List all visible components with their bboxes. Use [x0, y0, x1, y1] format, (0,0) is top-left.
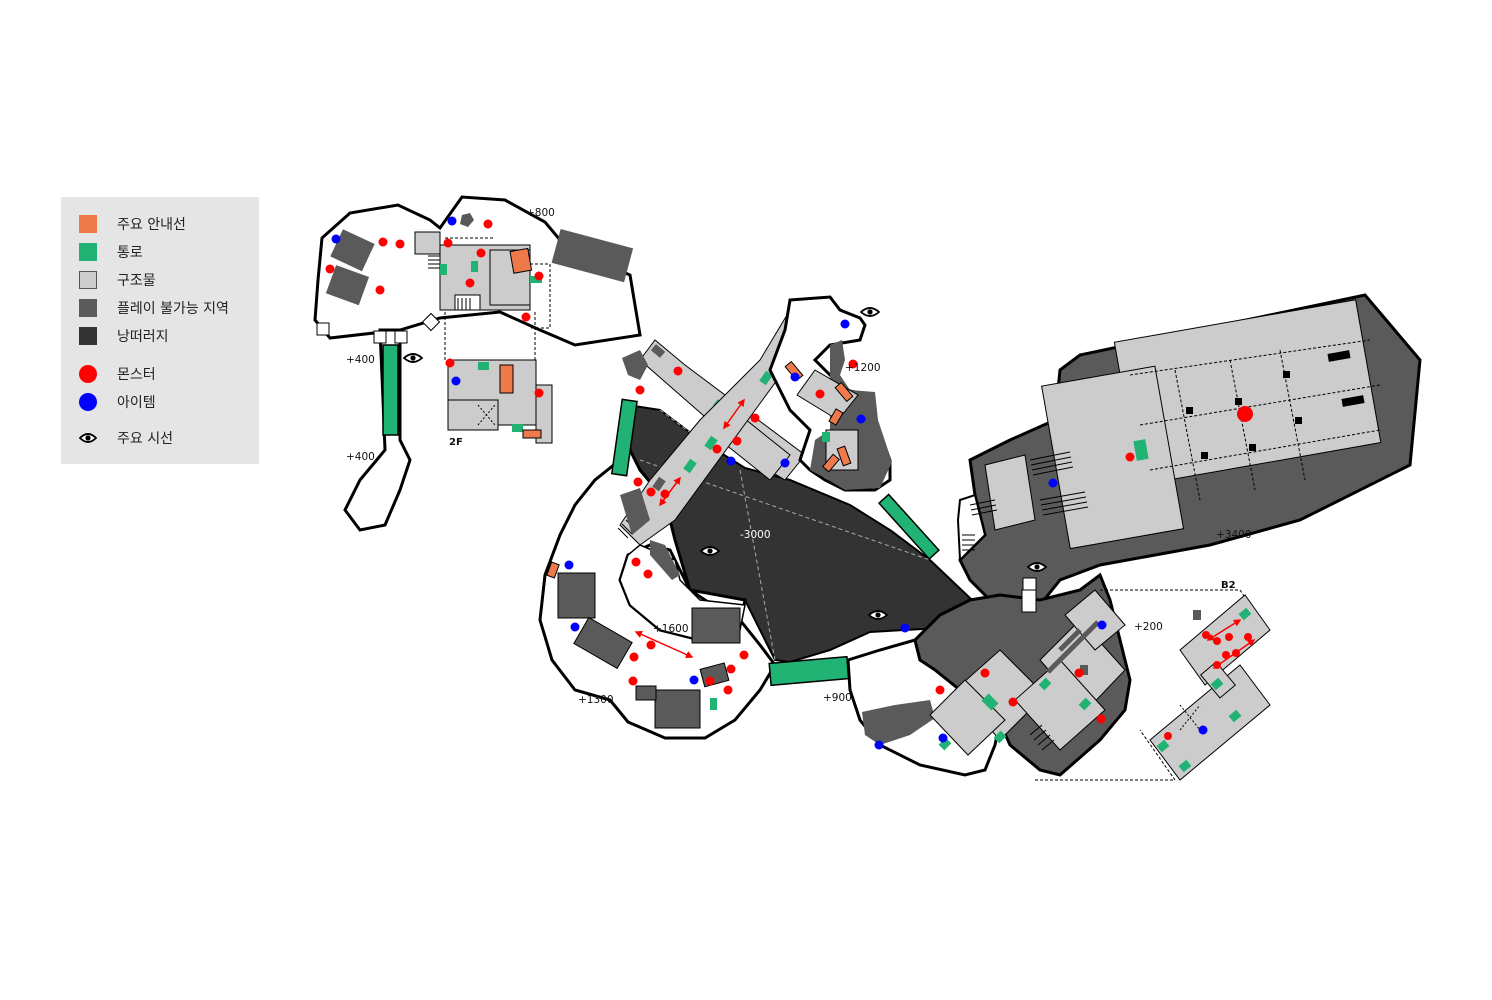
gate-pillar-4 [421, 312, 441, 332]
east-white-ledge [956, 493, 987, 563]
west-block-4 [654, 689, 701, 729]
guide-swatch-icon [79, 215, 97, 233]
west-passage-small [710, 698, 717, 710]
bridge-rock-3 [650, 540, 680, 580]
elevation-minus-3000: -3000 [740, 529, 771, 541]
eye-icon [403, 353, 423, 363]
west-block-3 [691, 607, 741, 644]
west-block-1 [557, 572, 596, 619]
eye-icon [79, 433, 97, 443]
monster-dot-icon [79, 365, 97, 383]
legend-label-sightline: 주요 시선 [117, 431, 173, 447]
legend-item-passage: 통로 [79, 241, 143, 263]
bridge-rock-2 [620, 488, 650, 535]
passage-bridge-nw [382, 344, 399, 436]
legend-item-guide: 주요 안내선 [79, 213, 186, 235]
elevation-3400: +3400 [1216, 529, 1252, 541]
patrol-arrows [634, 398, 1256, 669]
nw-rock [460, 213, 474, 227]
southeast-rock [862, 700, 935, 745]
nw-block-2 [325, 265, 370, 306]
legend-label-guide: 주요 안내선 [117, 217, 186, 233]
legend-item-sightline: 주요 시선 [79, 427, 173, 449]
item-markers [331, 216, 1208, 750]
elevation-1200: +1200 [845, 362, 881, 374]
passage-east-diagonal [877, 493, 940, 560]
item-dot-icon [79, 393, 97, 411]
legend-label-item: 아이템 [117, 395, 156, 411]
gate-pillar-2 [373, 330, 387, 344]
floor-label-b2: B2 [1221, 580, 1236, 591]
bridge-rock-1 [622, 350, 648, 380]
passage-swatch-icon [79, 243, 97, 261]
building-b2 [1149, 594, 1271, 781]
elevation-800: +800 [526, 207, 555, 219]
nw-block-1 [330, 229, 375, 272]
cliff-swatch-icon [79, 327, 97, 345]
structure-swatch-icon [79, 271, 97, 289]
legend-panel: 주요 안내선 통로 구조물 플레이 불가능 지역 낭떠러지 몬스터 아이템 주요… [61, 197, 259, 464]
legend-label-monster: 몬스터 [117, 367, 156, 383]
elevation-200: +200 [1134, 621, 1163, 633]
gate-pillar-3 [394, 330, 408, 344]
elevation-400-top: +400 [346, 354, 375, 366]
nw-block-3 [551, 229, 634, 283]
east-complex [929, 577, 1251, 781]
legend-label-unplayable: 플레이 불가능 지역 [117, 301, 229, 317]
eye-icon [860, 307, 880, 317]
legend-item-unplayable: 플레이 불가능 지역 [79, 297, 229, 319]
west-guide [546, 561, 560, 579]
legend-label-cliff: 낭떠러지 [117, 329, 169, 345]
elevation-900: +900 [823, 692, 852, 704]
floor-label-2f: 2F [449, 437, 463, 448]
west-block-2 [573, 616, 633, 670]
building-2f [444, 312, 553, 444]
nw-building [414, 231, 551, 329]
eye-icon [1027, 562, 1047, 572]
elevation-400-bottom: +400 [346, 451, 375, 463]
west-block-5 [635, 685, 657, 701]
legend-item-item: 아이템 [79, 391, 156, 413]
monster-markers [325, 219, 1253, 740]
unplayable-swatch-icon [79, 299, 97, 317]
east-temple [962, 299, 1382, 551]
legend-item-structure: 구조물 [79, 269, 156, 291]
eye-icon [868, 610, 888, 620]
passage-west-wall [610, 398, 638, 477]
gate-pillar-1 [316, 322, 330, 336]
legend-item-monster: 몬스터 [79, 363, 156, 385]
eye-icon [700, 546, 720, 556]
legend-item-cliff: 낭떠러지 [79, 325, 169, 347]
legend-label-structure: 구조물 [117, 273, 156, 289]
temple-stairs [962, 451, 1089, 551]
elevation-1600: +1600 [653, 623, 689, 635]
elevation-1300: +1300 [578, 694, 614, 706]
legend-label-passage: 통로 [117, 245, 143, 261]
